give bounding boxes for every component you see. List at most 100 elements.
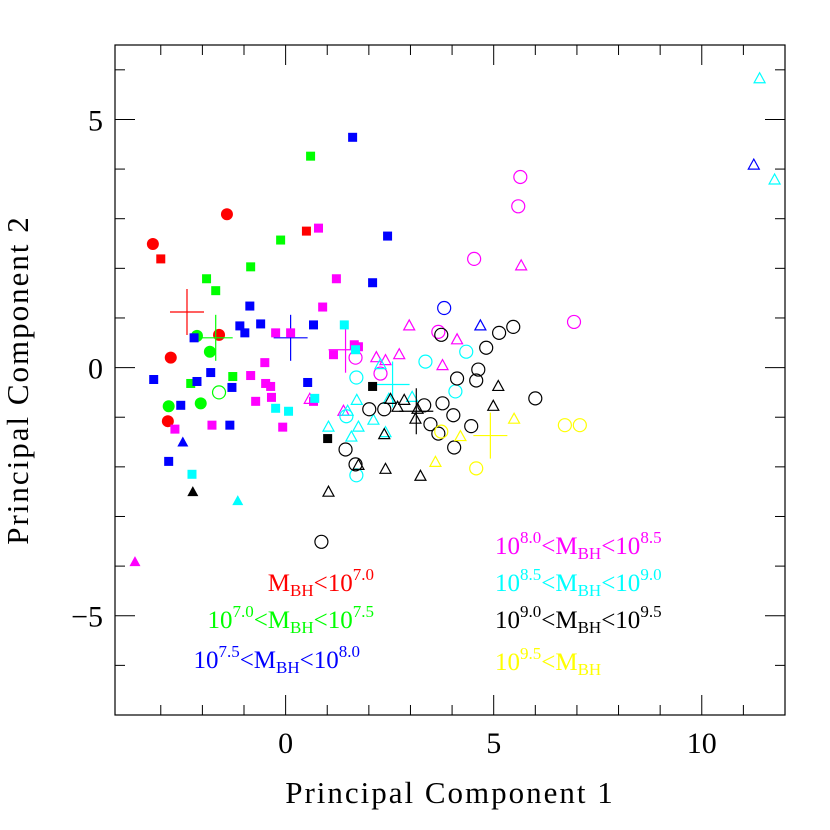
point-triangle — [450, 332, 464, 345]
point-triangle — [473, 318, 487, 331]
legend-label: 108.0<MBH<108.5 — [495, 528, 662, 563]
point-circle — [471, 362, 486, 377]
point-triangle — [187, 486, 199, 497]
point-square — [206, 368, 216, 378]
point-circle — [164, 351, 177, 364]
point-circle — [464, 419, 479, 434]
point-circle — [449, 371, 465, 386]
point-triangle — [435, 358, 450, 371]
point-circle — [314, 534, 329, 549]
point-square — [309, 320, 319, 330]
point-square — [266, 381, 276, 391]
point-triangle — [383, 392, 398, 404]
point-square — [187, 469, 197, 479]
point-triangle — [377, 427, 391, 440]
point-square — [368, 381, 378, 391]
point-square — [266, 392, 276, 402]
point-circle — [492, 325, 507, 340]
x-axis-label: Principal Component 1 — [285, 775, 615, 810]
point-circle — [213, 328, 226, 341]
point-circle — [506, 319, 521, 334]
point-triangle — [411, 402, 425, 414]
point-triangle — [391, 400, 405, 412]
point-square — [383, 231, 393, 241]
point-square — [186, 378, 196, 388]
legend-label: MBH<107.0 — [268, 565, 374, 600]
x-tick-label: 0 — [278, 727, 293, 760]
point-triangle — [321, 419, 335, 432]
point-triangle — [350, 393, 364, 405]
point-circle — [431, 426, 446, 441]
point-circle — [469, 373, 484, 388]
point-triangle — [373, 357, 388, 370]
point-circle — [469, 461, 484, 476]
point-square — [323, 434, 333, 444]
point-circle — [446, 408, 461, 423]
point-circle — [431, 324, 446, 339]
point-circle — [349, 370, 364, 385]
point-triangle — [413, 469, 427, 481]
point-triangle — [351, 419, 365, 432]
point-circle — [161, 415, 174, 428]
point-square — [246, 371, 256, 381]
point-square — [176, 400, 186, 410]
legend-label: 107.5<MBH<108.0 — [193, 642, 360, 677]
plot-frame — [114, 44, 786, 716]
point-square — [310, 393, 320, 403]
point-square — [245, 301, 255, 311]
point-square — [227, 382, 237, 392]
point-triangle — [177, 436, 189, 447]
point-circle — [434, 424, 449, 439]
point-circle — [437, 300, 452, 316]
point-square — [368, 278, 378, 288]
point-square — [170, 424, 180, 434]
point-circle — [162, 400, 175, 413]
point-square — [278, 422, 288, 432]
point-square — [303, 377, 313, 387]
point-circle — [373, 366, 388, 381]
point-square — [192, 376, 202, 386]
point-square — [301, 226, 311, 236]
point-square — [256, 319, 266, 329]
point-circle — [362, 402, 377, 417]
point-triangle — [768, 172, 782, 185]
point-circle — [203, 345, 216, 358]
legend-label: 108.5<MBH<109.0 — [495, 565, 662, 600]
point-triangle — [378, 462, 393, 474]
point-square — [189, 333, 199, 343]
point-square — [260, 358, 270, 368]
point-circle — [194, 397, 207, 410]
point-circle — [557, 418, 572, 433]
point-square — [271, 328, 281, 338]
point-square — [240, 328, 250, 338]
point-square — [328, 350, 338, 360]
point-circle — [467, 251, 482, 267]
point-triangle — [408, 411, 422, 424]
point-square — [156, 254, 166, 264]
point-circle — [338, 442, 353, 457]
point-square — [331, 274, 341, 284]
point-triangle — [453, 429, 467, 442]
point-triangle — [747, 157, 761, 170]
point-square — [306, 151, 316, 161]
point-circle — [211, 385, 227, 400]
point-square — [339, 320, 349, 330]
point-circle — [348, 457, 363, 472]
point-square — [313, 223, 323, 233]
point-triangle — [321, 484, 335, 497]
point-square — [286, 328, 296, 338]
point-circle — [459, 344, 474, 359]
legend-label: 109.5<MBH — [495, 644, 601, 679]
point-square — [164, 456, 174, 466]
point-circle — [339, 409, 354, 424]
point-triangle — [428, 455, 442, 467]
point-square — [246, 262, 256, 272]
point-square — [271, 403, 281, 413]
point-circle — [417, 398, 432, 413]
point-triangle — [405, 390, 419, 402]
point-triangle — [351, 458, 365, 470]
point-triangle — [344, 429, 358, 442]
point-circle — [418, 354, 433, 369]
y-tick-label: 5 — [88, 104, 103, 137]
